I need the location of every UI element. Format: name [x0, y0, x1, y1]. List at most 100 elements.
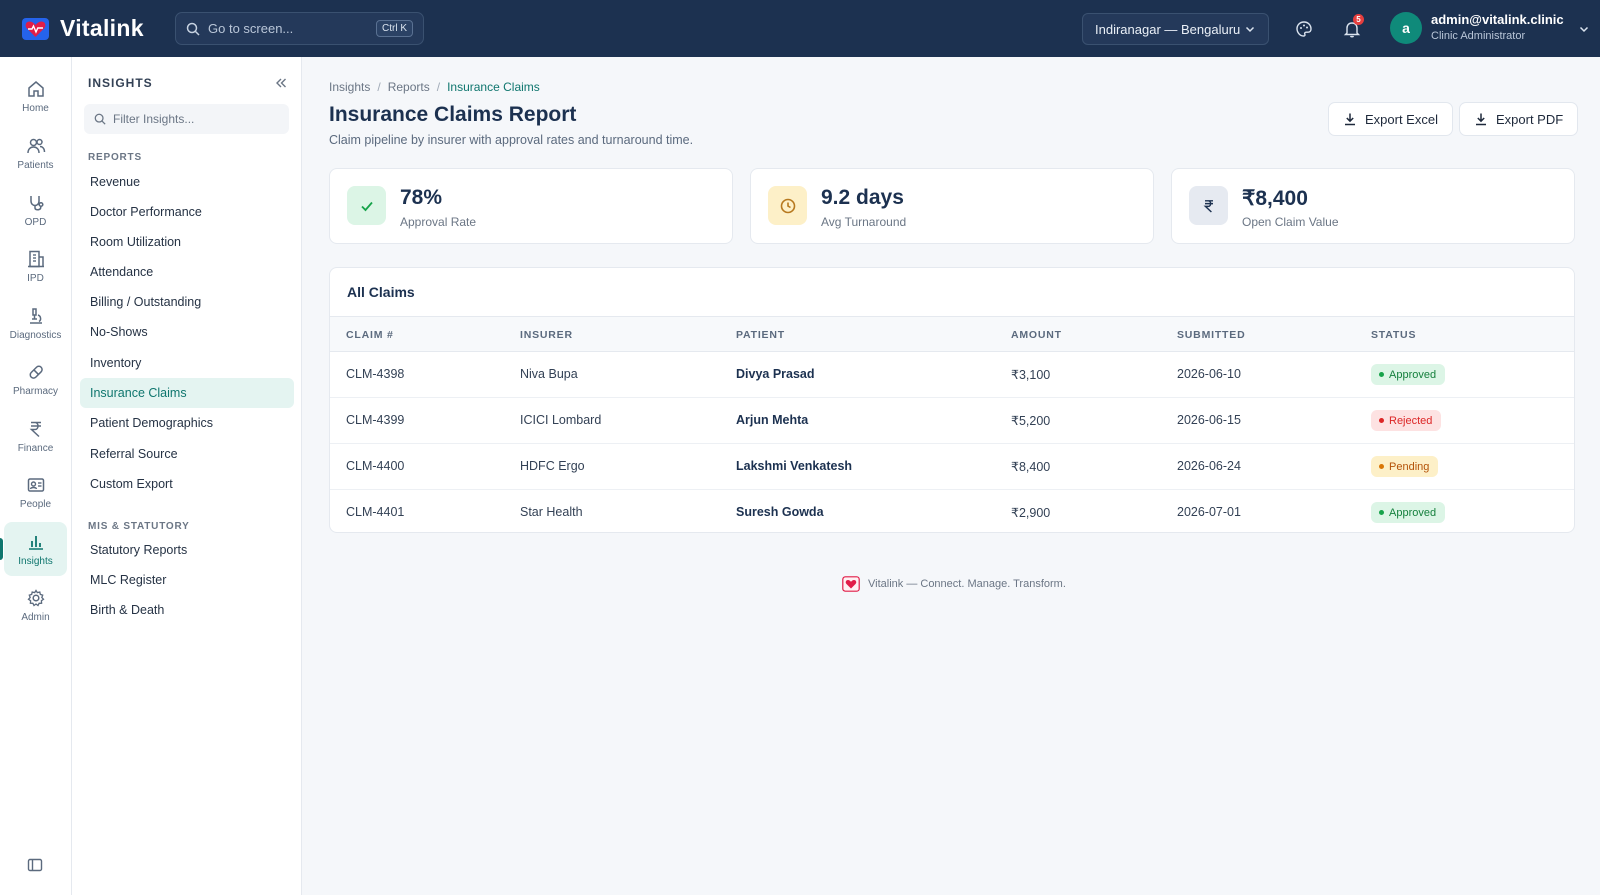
- stat-card-approval-rate: 78% Approval Rate: [329, 168, 733, 244]
- column-header-status[interactable]: STATUS: [1371, 329, 1417, 341]
- rail-item-admin[interactable]: Admin: [4, 578, 67, 632]
- rail-item-label: Patients: [17, 159, 54, 171]
- breadcrumb-reports[interactable]: Reports: [387, 80, 430, 94]
- panel-item-revenue[interactable]: Revenue: [90, 175, 141, 189]
- cell-insurer: Star Health: [520, 505, 583, 519]
- status-dot: [1379, 418, 1384, 423]
- branch-selector[interactable]: Indiranagar — Bengaluru: [1082, 13, 1269, 45]
- user-menu[interactable]: a admin@vitalink.clinic Clinic Administr…: [1390, 12, 1590, 44]
- active-indicator: [0, 538, 3, 560]
- rail-item-people[interactable]: People: [4, 465, 67, 519]
- breadcrumb-separator: /: [377, 80, 381, 94]
- rail-item-home[interactable]: Home: [4, 69, 67, 123]
- panel-item-attendance[interactable]: Attendance: [90, 265, 154, 279]
- stat-label: Approval Rate: [400, 215, 477, 229]
- stat-value: ₹8,400: [1242, 187, 1308, 210]
- column-header-submitted[interactable]: SUBMITTED: [1177, 329, 1246, 341]
- heart-logo-icon: [22, 18, 49, 40]
- rail-item-patients[interactable]: Patients: [4, 126, 67, 180]
- top-bar: Vitalink Go to screen... Ctrl K Indirana…: [0, 0, 1600, 57]
- download-icon: [1345, 113, 1355, 126]
- cell-patient-link[interactable]: Divya Prasad: [736, 367, 815, 381]
- section-label-reports: REPORTS: [88, 152, 142, 163]
- id-card-icon: [27, 477, 44, 492]
- go-to-screen-search[interactable]: Go to screen... Ctrl K: [175, 12, 424, 45]
- search-shortcut-hint: Ctrl K: [376, 20, 413, 37]
- rail-item-opd[interactable]: OPD: [4, 183, 67, 237]
- sidebar-panel-icon: [27, 858, 43, 872]
- column-header-amount[interactable]: AMOUNT: [1011, 329, 1062, 341]
- rail-item-insights[interactable]: Insights: [0, 522, 67, 576]
- rail-item-label: Pharmacy: [12, 385, 58, 397]
- table-header: CLAIM # INSURER PATIENT AMOUNT SUBMITTED…: [330, 316, 1574, 352]
- panel-item-custom-export[interactable]: Custom Export: [90, 477, 173, 491]
- panel-title: INSIGHTS: [88, 76, 153, 90]
- panel-item-mlc-register[interactable]: MLC Register: [90, 573, 167, 587]
- status-dot: [1379, 372, 1384, 377]
- gear-icon: [26, 588, 45, 606]
- search-icon: [94, 113, 106, 125]
- theme-palette-button[interactable]: [1292, 17, 1316, 41]
- column-header-patient[interactable]: PATIENT: [736, 329, 785, 341]
- panel-item-patient-demographics[interactable]: Patient Demographics: [90, 416, 213, 430]
- filter-insights-input[interactable]: Filter Insights...: [84, 104, 289, 134]
- cell-patient-link[interactable]: Suresh Gowda: [736, 505, 824, 519]
- notifications-button[interactable]: 5: [1340, 14, 1364, 41]
- cell-amount: ₹3,100: [1011, 368, 1051, 382]
- export-pdf-button[interactable]: Export PDF: [1459, 102, 1579, 136]
- table-row[interactable]: CLM-4399 ICICI Lombard Arjun Mehta ₹5,20…: [330, 398, 1574, 444]
- export-pdf-label: Export PDF: [1496, 111, 1564, 127]
- all-claims-card: All Claims CLAIM # INSURER PATIENT AMOUN…: [329, 267, 1575, 533]
- toggle-sidebar-button[interactable]: [27, 857, 43, 876]
- panel-item-billing-outstanding[interactable]: Billing / Outstanding: [90, 295, 202, 309]
- panel-item-no-shows[interactable]: No-Shows: [90, 325, 148, 339]
- column-header-insurer[interactable]: INSURER: [520, 329, 573, 341]
- stat-value: 78%: [400, 186, 443, 209]
- rail-item-diagnostics[interactable]: Diagnostics: [4, 296, 67, 350]
- brand[interactable]: Vitalink: [21, 14, 175, 43]
- rail-item-ipd[interactable]: IPD: [4, 239, 67, 293]
- status-badge: Approved: [1371, 502, 1446, 523]
- section-label-mis-statutory: MIS & STATUTORY: [88, 521, 190, 532]
- stat-card-open-claim-value: ₹8,400 Open Claim Value: [1171, 168, 1575, 244]
- panel-item-doctor-performance[interactable]: Doctor Performance: [90, 205, 202, 219]
- footer-tagline: Vitalink — Connect. Manage. Transform.: [868, 578, 1066, 590]
- cell-amount: ₹2,900: [1011, 506, 1051, 520]
- table-row[interactable]: CLM-4400 HDFC Ergo Lakshmi Venkatesh ₹8,…: [330, 444, 1574, 490]
- rupee-icon: [1189, 186, 1228, 225]
- status-text: Rejected: [1389, 414, 1433, 427]
- panel-item-statutory-reports[interactable]: Statutory Reports: [90, 543, 188, 557]
- filter-placeholder: Filter Insights...: [113, 112, 195, 126]
- table-row[interactable]: CLM-4401 Star Health Suresh Gowda ₹2,900…: [330, 490, 1574, 532]
- rail-item-label: Finance: [17, 442, 54, 454]
- cell-claim: CLM-4400: [346, 459, 405, 473]
- panel-item-referral-source[interactable]: Referral Source: [90, 447, 178, 461]
- rail-item-label: Admin: [21, 611, 50, 623]
- panel-item-inventory[interactable]: Inventory: [90, 356, 142, 370]
- rail-item-pharmacy[interactable]: Pharmacy: [4, 352, 67, 406]
- export-excel-label: Export Excel: [1365, 111, 1438, 127]
- stat-card-avg-turnaround: 9.2 days Avg Turnaround: [750, 168, 1154, 244]
- breadcrumb: Insights / Reports / Insurance Claims: [329, 80, 540, 94]
- status-badge: Approved: [1371, 364, 1446, 385]
- cell-claim: CLM-4399: [346, 413, 405, 427]
- panel-item-birth-death[interactable]: Birth & Death: [90, 603, 165, 617]
- rail-item-finance[interactable]: Finance: [4, 409, 67, 463]
- palette-icon: [1296, 21, 1312, 37]
- cell-claim: CLM-4401: [346, 505, 405, 519]
- panel-item-room-utilization[interactable]: Room Utilization: [90, 235, 182, 249]
- user-email: admin@vitalink.clinic: [1431, 12, 1564, 27]
- table-row[interactable]: CLM-4398 Niva Bupa Divya Prasad ₹3,100 2…: [330, 352, 1574, 398]
- breadcrumb-insights[interactable]: Insights: [329, 80, 371, 94]
- cell-insurer: ICICI Lombard: [520, 413, 602, 427]
- cell-patient-link[interactable]: Lakshmi Venkatesh: [736, 459, 853, 473]
- rupee-icon: [29, 421, 41, 437]
- cell-patient-link[interactable]: Arjun Mehta: [736, 413, 809, 427]
- home-icon: [27, 80, 44, 97]
- collapse-panel-button[interactable]: [274, 76, 288, 93]
- column-header-claim[interactable]: CLAIM #: [346, 329, 394, 341]
- export-excel-button[interactable]: Export Excel: [1328, 102, 1453, 136]
- branch-name: Indiranagar — Bengaluru: [1095, 21, 1241, 37]
- panel-item-insurance-claims[interactable]: Insurance Claims: [80, 378, 294, 408]
- pill-icon: [29, 365, 43, 379]
